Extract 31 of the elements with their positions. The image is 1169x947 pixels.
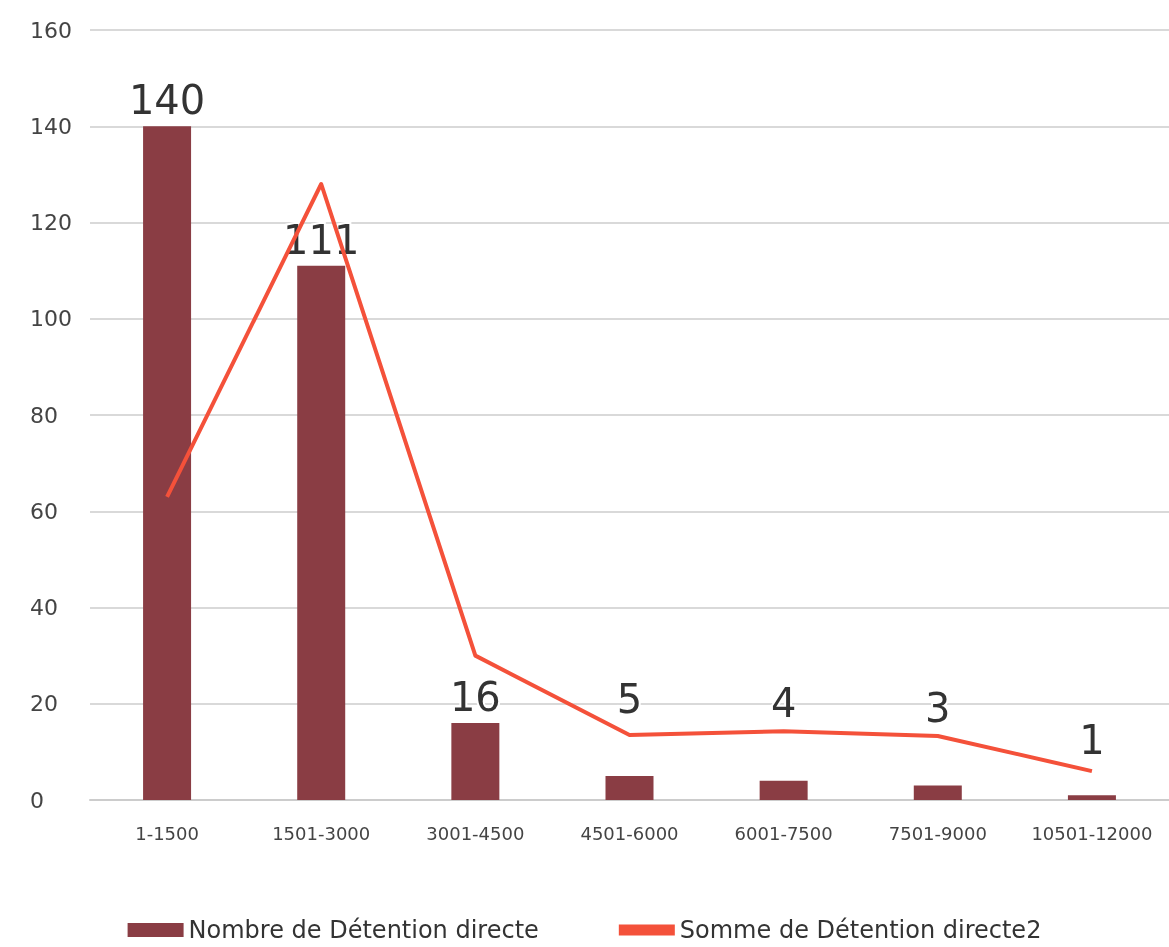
x-tick-label: 3001-4500 (426, 822, 525, 844)
legend-label: Somme de Détention directe2 (679, 916, 1042, 944)
y-tick-label: 140 (30, 113, 72, 139)
bar (605, 775, 654, 800)
bar (913, 785, 962, 800)
y-tick-label: 20 (30, 691, 58, 717)
data-label: 4 (770, 680, 797, 727)
bar (1067, 795, 1116, 800)
data-label: 1 (1079, 716, 1105, 763)
y-tick-label: 0 (30, 787, 44, 813)
data-label: 3 (925, 684, 951, 731)
bar (143, 126, 192, 800)
legend-label: Nombre de Détention directe (188, 916, 539, 944)
y-tick-label: 160 (30, 17, 72, 43)
x-tick-label: 4501-6000 (580, 822, 679, 844)
data-label: 16 (449, 674, 501, 720)
x-tick-label: 7501-9000 (888, 822, 987, 844)
bar (759, 780, 808, 800)
y-tick-label: 40 (30, 595, 58, 620)
x-tick-label: 1501-3000 (272, 822, 371, 844)
y-tick-label: 120 (30, 210, 72, 235)
y-tick-label: 80 (30, 402, 58, 428)
y-tick-label: 100 (30, 306, 72, 332)
x-tick-label: 10501-12000 (1031, 822, 1153, 844)
data-label: 140 (128, 77, 206, 124)
x-tick-label: 6001-7500 (734, 822, 833, 844)
x-tick-label: 1-1500 (135, 822, 199, 844)
bar (451, 723, 500, 800)
bar (297, 265, 346, 800)
data-label: 5 (616, 676, 643, 723)
y-tick-label: 60 (30, 498, 58, 524)
